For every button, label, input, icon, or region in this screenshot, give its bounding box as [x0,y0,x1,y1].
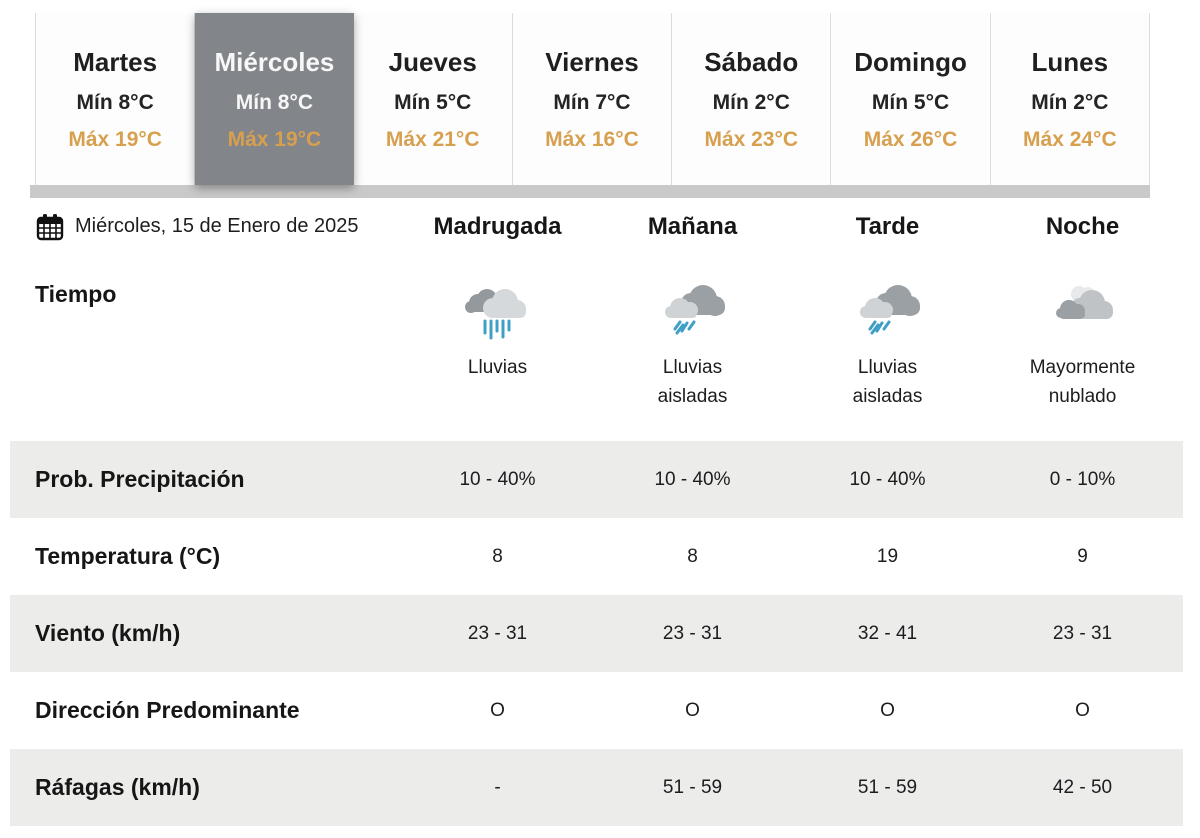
condition-manana: Lluvias aisladas [595,255,790,441]
row-label: Dirección Predominante [35,697,300,723]
condition-caption: Lluvias aisladas [657,357,728,408]
tab-min-temp: Mín 7°C [553,90,631,114]
condition-caption: Mayormente nublado [1029,357,1136,408]
forecast-detail-table: Miércoles, 15 de Enero de 2025 Madrugada… [0,198,1200,826]
condition-noche: Mayormente nublado [985,255,1180,441]
tab-martes[interactable]: Martes Mín 8°C Máx 19°C [35,13,196,185]
column-header-tarde: Tarde [855,212,920,240]
tab-max-temp: Máx 16°C [545,127,639,151]
cell-value: 19 [876,545,899,567]
tab-min-temp: Mín 2°C [712,90,790,114]
row-viento: Viento (km/h) 23 - 31 23 - 31 32 - 41 23… [10,595,1183,672]
row-rafagas: Ráfagas (km/h) - 51 - 59 51 - 59 42 - 50 [10,749,1183,826]
tab-max-temp: Máx 23°C [704,127,799,151]
cell-value: 9 [1077,545,1088,567]
tab-max-temp: Máx 24°C [1023,127,1117,151]
tab-day-label: Sábado [704,46,799,77]
row-label: Temperatura (°C) [35,543,221,569]
isolated-rain-icon [664,285,725,335]
mostly-cloudy-icon [1055,286,1113,319]
tab-min-temp: Mín 2°C [1031,90,1109,114]
column-header-madrugada: Madrugada [433,212,562,240]
row-label-tiempo: Tiempo [35,281,117,307]
calendar-icon [36,213,64,240]
tab-day-label: Viernes [545,46,639,77]
tab-day-label: Jueves [388,46,477,77]
cell-value: 51 - 59 [662,776,723,798]
selected-date: Miércoles, 15 de Enero de 2025 [75,215,359,237]
cell-value: - [494,776,501,798]
day-tabs: Martes Mín 8°C Máx 19°C Miércoles Mín 8°… [35,13,1150,185]
row-label: Ráfagas (km/h) [35,774,200,800]
row-temperatura: Temperatura (°C) 8 8 19 9 [10,518,1183,595]
tab-miercoles-selected[interactable]: Miércoles Mín 8°C Máx 19°C [195,13,354,185]
cell-value: 51 - 59 [857,776,918,798]
tab-min-temp: Mín 5°C [394,90,472,114]
cell-value: O [685,699,700,721]
tab-max-temp: Máx 21°C [385,127,480,151]
weather-row: Tiempo Lluvias [10,255,1183,441]
cell-value: 10 - 40% [654,468,731,490]
cell-value: 10 - 40% [849,468,926,490]
cell-value: 8 [687,545,698,567]
column-header-noche: Noche [1045,212,1120,240]
cell-value: O [490,699,505,721]
cell-value: O [880,699,895,721]
isolated-rain-icon [859,285,920,335]
tab-lunes[interactable]: Lunes Mín 2°C Máx 24°C [990,13,1150,185]
tab-jueves[interactable]: Jueves Mín 5°C Máx 21°C [353,13,513,185]
header-row: Miércoles, 15 de Enero de 2025 Madrugada… [10,198,1183,255]
cell-value: 23 - 31 [662,622,723,644]
tab-domingo[interactable]: Domingo Mín 5°C Máx 26°C [831,13,991,185]
column-header-manana: Mañana [647,212,738,240]
tab-day-label: Martes [73,46,158,77]
tab-day-label: Miércoles [214,46,335,77]
cell-value: 42 - 50 [1052,776,1113,798]
row-label: Prob. Precipitación [35,466,245,492]
tab-day-label: Lunes [1031,46,1109,77]
row-label: Viento (km/h) [35,620,181,646]
tabs-underline [30,185,1150,198]
condition-madrugada: Lluvias [400,255,595,441]
row-direccion-predominante: Dirección Predominante O O O O [10,672,1183,749]
cell-value: 10 - 40% [459,468,536,490]
rain-icon [464,289,526,340]
tab-min-temp: Mín 5°C [871,90,950,114]
tab-max-temp: Máx 19°C [227,127,322,151]
cell-value: 23 - 31 [467,622,528,644]
cell-value: 32 - 41 [857,622,918,644]
tab-day-label: Domingo [854,46,967,77]
condition-caption: Lluvias [467,357,528,378]
condition-tarde: Lluvias aisladas [790,255,985,441]
row-prob-precipitacion: Prob. Precipitación 10 - 40% 10 - 40% 10… [10,441,1183,518]
cell-value: O [1075,699,1090,721]
cell-value: 8 [492,545,503,567]
tab-max-temp: Máx 19°C [68,127,162,151]
tab-viernes[interactable]: Viernes Mín 7°C Máx 16°C [512,13,673,185]
cell-value: 0 - 10% [1049,468,1116,490]
tab-max-temp: Máx 26°C [863,127,958,151]
tab-sabado[interactable]: Sábado Mín 2°C Máx 23°C [672,13,832,185]
cell-value: 23 - 31 [1052,622,1113,644]
tab-min-temp: Mín 8°C [76,90,154,114]
condition-caption: Lluvias aisladas [852,357,923,408]
tab-min-temp: Mín 8°C [235,90,314,114]
